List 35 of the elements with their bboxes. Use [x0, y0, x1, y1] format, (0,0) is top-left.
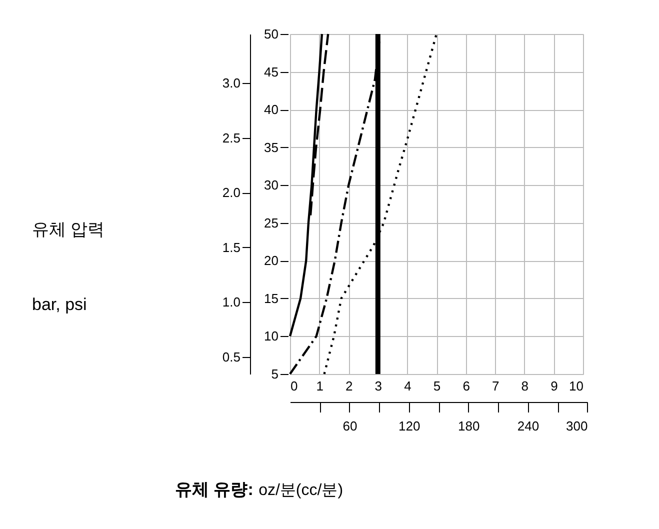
- x2-tick-label: 180: [458, 418, 480, 434]
- y-tick-label: 15: [264, 290, 278, 306]
- x-tick-label: 1: [316, 378, 324, 394]
- y-tick-label: 25: [264, 215, 278, 230]
- y2-tick-label: 1.5: [222, 240, 240, 255]
- x2-tick-label: 120: [398, 418, 420, 434]
- y-tick-label: 35: [264, 140, 278, 155]
- x-tick-label: 5: [433, 378, 441, 394]
- x2-tick-label: 60: [342, 418, 358, 434]
- text: 유체 압력 bar, psi: [32, 220, 105, 314]
- x-tick-label: 4: [404, 378, 412, 394]
- x2-tick-label: 240: [517, 418, 540, 434]
- x-axis-title: 유체 유량: oz/분(cc/분): [175, 480, 344, 499]
- y2-tick-label: 2.0: [222, 185, 240, 200]
- y-tick-label: 45: [264, 64, 278, 80]
- x2-tick-label: 300: [566, 418, 588, 434]
- line-series: [323, 32, 438, 376]
- y2-tick-label: 2.5: [222, 130, 240, 146]
- y2-tick-label: 1.0: [222, 294, 240, 310]
- y-tick-label: 50: [264, 26, 278, 42]
- x-tick-label: 3: [374, 378, 382, 394]
- y2-tick-label: 3.0: [222, 76, 240, 91]
- x-tick-label: 0: [290, 378, 298, 394]
- x-tick-label: 2: [345, 378, 353, 394]
- y-tick-label: 5: [271, 366, 278, 382]
- x-tick-label: 10: [569, 378, 584, 394]
- x-tick-label: 9: [550, 378, 558, 394]
- x-tick-label: 7: [492, 378, 500, 394]
- x-tick-label: 8: [521, 378, 529, 394]
- y2-tick-label: 0.5: [222, 350, 240, 365]
- y-tick-label: 40: [264, 102, 278, 118]
- y-tick-label: 30: [264, 178, 278, 193]
- y-tick-label: 10: [264, 328, 278, 344]
- x-tick-label: 6: [462, 378, 470, 394]
- y-tick-label: 20: [264, 253, 278, 268]
